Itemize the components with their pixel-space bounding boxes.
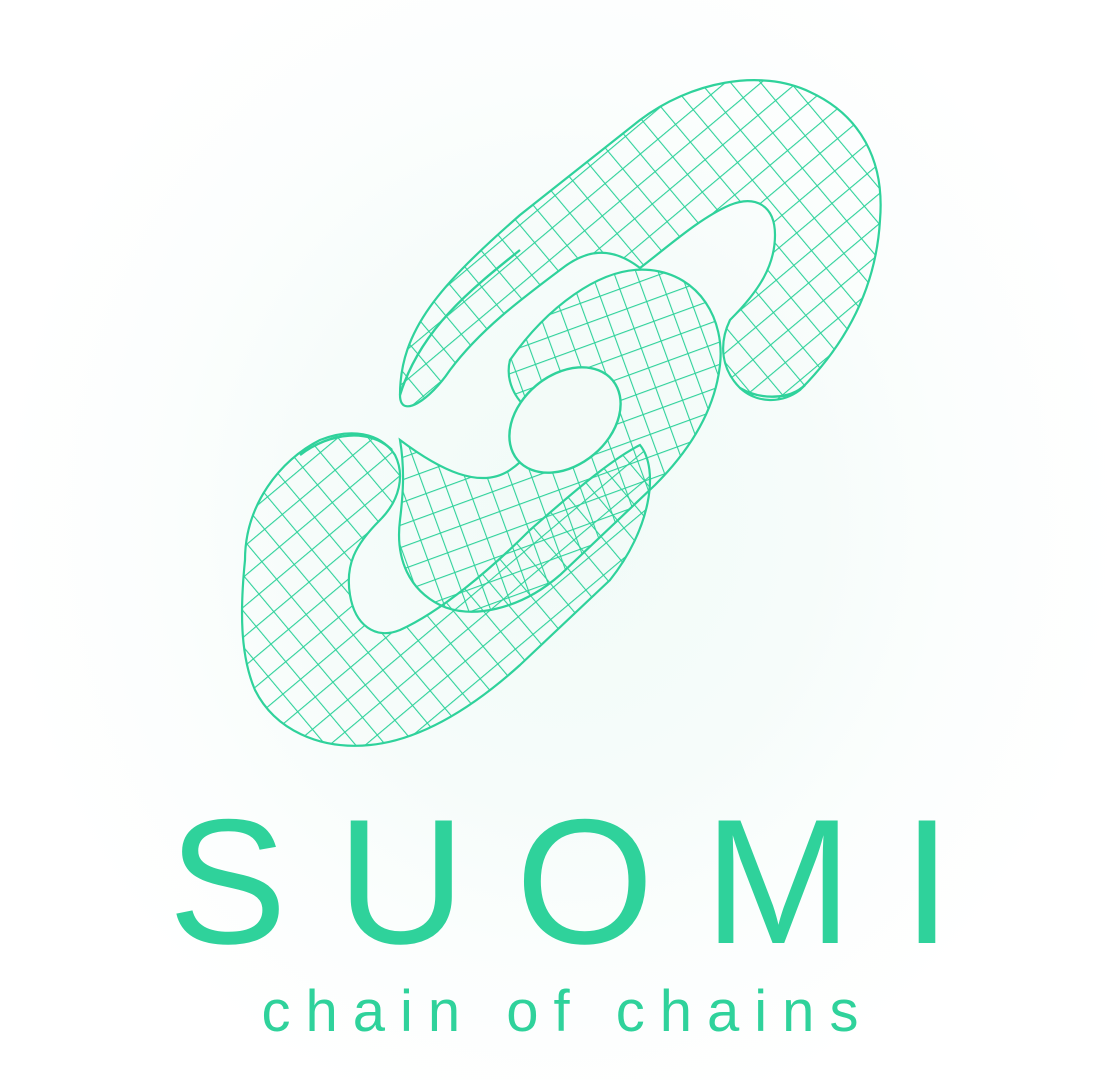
lower-chain-link <box>240 366 652 747</box>
brand-tagline: chain of chains <box>261 979 874 1044</box>
brand-name: SUOMI <box>168 782 1002 981</box>
